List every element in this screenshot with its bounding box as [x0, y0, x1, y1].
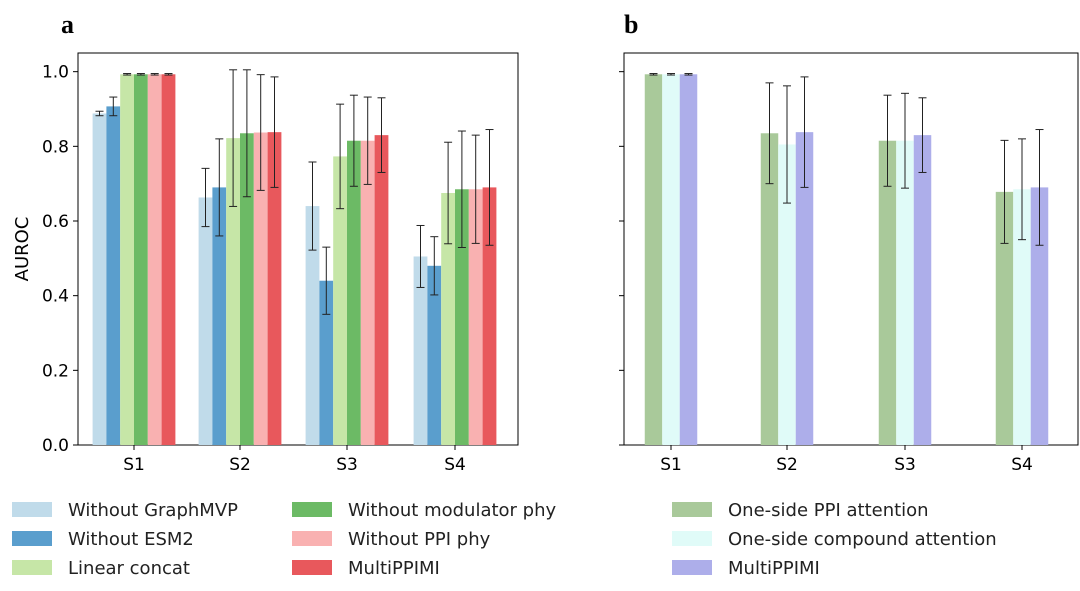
bar: [878, 140, 897, 445]
y-tick-label: 1.0: [42, 63, 69, 83]
legend-item: One-side PPI attention: [672, 500, 929, 521]
bar: [253, 132, 268, 445]
bar: [134, 74, 148, 445]
bar: [482, 187, 497, 445]
legend-swatch: [12, 531, 52, 546]
plot-frame: [77, 52, 519, 446]
bar: [198, 197, 213, 445]
legend-label: MultiPPIMI: [728, 558, 820, 579]
legend-label: Without GraphMVP: [68, 500, 238, 521]
legend-item: One-side compound attention: [672, 529, 997, 550]
legend-label: Without ESM2: [68, 529, 194, 550]
legend-item: Linear concat: [12, 558, 190, 579]
bar: [161, 74, 176, 445]
legend-label: MultiPPIMI: [348, 558, 440, 579]
bar: [795, 132, 814, 445]
bar: [455, 189, 469, 445]
bar: [305, 206, 320, 445]
legend-swatch: [672, 560, 712, 575]
x-tick-label: S2: [776, 455, 798, 475]
panel-b-legend: One-side PPI attention One-side compound …: [672, 500, 997, 579]
legend-label: Without PPI phy: [348, 529, 491, 550]
bar: [106, 106, 121, 446]
bar: [1013, 189, 1031, 445]
bar: [679, 74, 698, 445]
bar: [413, 256, 428, 445]
bar: [468, 189, 483, 445]
legend-item: Without PPI phy: [292, 529, 491, 550]
x-tick-label: S3: [336, 455, 358, 475]
panel-b-chart: S1 S2 S3 S4: [619, 52, 1079, 475]
y-axis-label: AUROC: [12, 217, 33, 282]
bar: [896, 140, 914, 445]
y-tick-label: 0.4: [42, 287, 69, 307]
panel-a-chart: 0.0 0.2 0.4 0.6 0.8 1.0 AUROC S1 S2 S3 S4: [12, 52, 519, 475]
bar: [92, 113, 107, 445]
legend-item: Without modulator phy: [292, 500, 557, 521]
legend-swatch: [292, 502, 332, 517]
x-tick-label: S3: [894, 455, 916, 475]
bar: [360, 140, 375, 445]
panel-a-legend: Without GraphMVP Without ESM2 Linear conca…: [12, 500, 557, 579]
bar: [226, 138, 240, 445]
bar: [644, 74, 663, 445]
legend-swatch: [292, 531, 332, 546]
bar: [347, 140, 361, 445]
bar: [319, 280, 334, 445]
legend-label: Without modulator phy: [348, 500, 557, 521]
x-tick-label: S4: [444, 455, 466, 475]
legend-swatch: [12, 560, 52, 575]
plot-frame: [623, 52, 1079, 446]
legend-swatch: [292, 560, 332, 575]
x-tick-label: S1: [660, 455, 682, 475]
x-tick-label: S1: [123, 455, 145, 475]
bar: [995, 191, 1014, 445]
y-tick-label: 0.0: [42, 436, 69, 456]
bar: [913, 135, 932, 445]
bar: [778, 144, 796, 445]
legend-item: MultiPPIMI: [672, 558, 820, 579]
bar: [1030, 187, 1049, 445]
legend-item: MultiPPIMI: [292, 558, 440, 579]
legend-swatch: [12, 502, 52, 517]
panel-b-label: b: [624, 10, 638, 39]
legend-swatch: [672, 531, 712, 546]
x-tick-label: S2: [229, 455, 251, 475]
bar: [212, 187, 227, 445]
legend-label: Linear concat: [68, 558, 190, 579]
legend-swatch: [672, 502, 712, 517]
legend-item: Without ESM2: [12, 529, 194, 550]
bar: [333, 156, 347, 445]
legend-label: One-side PPI attention: [728, 500, 929, 521]
bar: [427, 265, 442, 445]
bar: [267, 132, 282, 445]
bar: [120, 74, 134, 445]
y-tick-label: 0.8: [42, 137, 69, 157]
x-tick-label: S4: [1011, 455, 1033, 475]
y-tick-label: 0.6: [42, 212, 69, 232]
bar: [760, 133, 779, 445]
legend-label: One-side compound attention: [728, 529, 997, 550]
legend-item: Without GraphMVP: [12, 500, 238, 521]
bar: [662, 74, 680, 445]
panel-a-label: a: [61, 10, 74, 39]
bar: [374, 135, 389, 445]
bar: [441, 193, 455, 445]
y-tick-label: 0.2: [42, 361, 69, 381]
bar: [147, 74, 162, 445]
bar: [240, 133, 254, 445]
